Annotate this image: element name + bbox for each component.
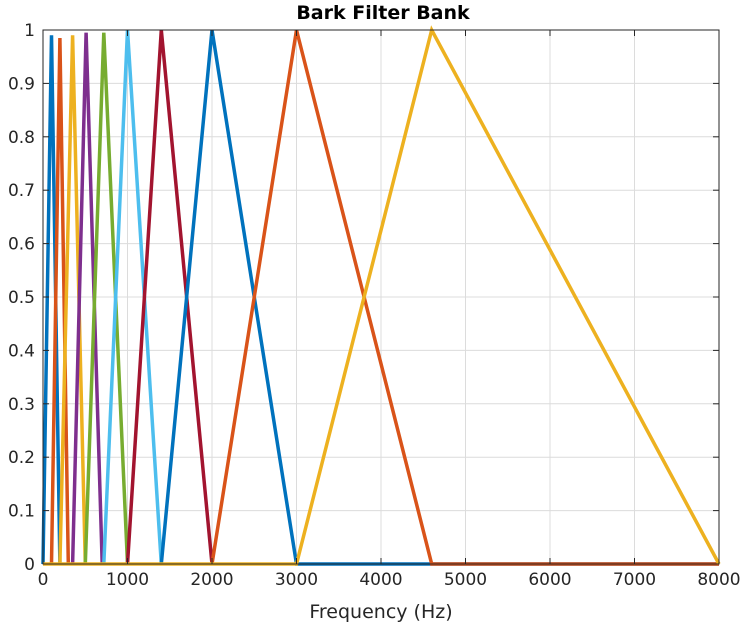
y-tick-label: 0.7 (8, 181, 35, 201)
y-tick-label: 0.1 (8, 502, 35, 522)
x-tick-label: 1000 (106, 570, 149, 590)
y-tick-label: 0.3 (8, 395, 35, 415)
chart-title: Bark Filter Bank (296, 2, 470, 24)
x-tick-label: 3000 (275, 570, 318, 590)
y-tick-label: 0.2 (8, 448, 35, 468)
x-tick-label: 0 (38, 570, 49, 590)
y-tick-label: 1 (24, 21, 35, 41)
x-tick-label: 7000 (613, 570, 656, 590)
x-axis-label: Frequency (Hz) (309, 601, 452, 623)
x-tick-label: 2000 (190, 570, 233, 590)
x-tick-label: 5000 (444, 570, 487, 590)
x-tick-label: 4000 (359, 570, 402, 590)
y-tick-label: 0.6 (8, 235, 35, 255)
x-tick-label: 8000 (697, 570, 740, 590)
axis-ticks: 0 1000 2000 3000 4000 5000 6000 7000 8000 0 0.1 0.2… (8, 21, 741, 590)
y-tick-label: 0.8 (8, 128, 35, 148)
y-tick-label: 0.9 (8, 74, 35, 94)
filter-series-1 (41, 35, 62, 565)
filter-series-5 (83, 32, 130, 565)
y-tick-label: 0.5 (8, 288, 35, 308)
y-tick-label: 0.4 (8, 341, 35, 361)
filter-series-3 (58, 35, 88, 565)
x-tick-label: 6000 (528, 570, 571, 590)
filter-series-4 (70, 32, 104, 565)
y-tick-label: 0 (24, 555, 35, 575)
